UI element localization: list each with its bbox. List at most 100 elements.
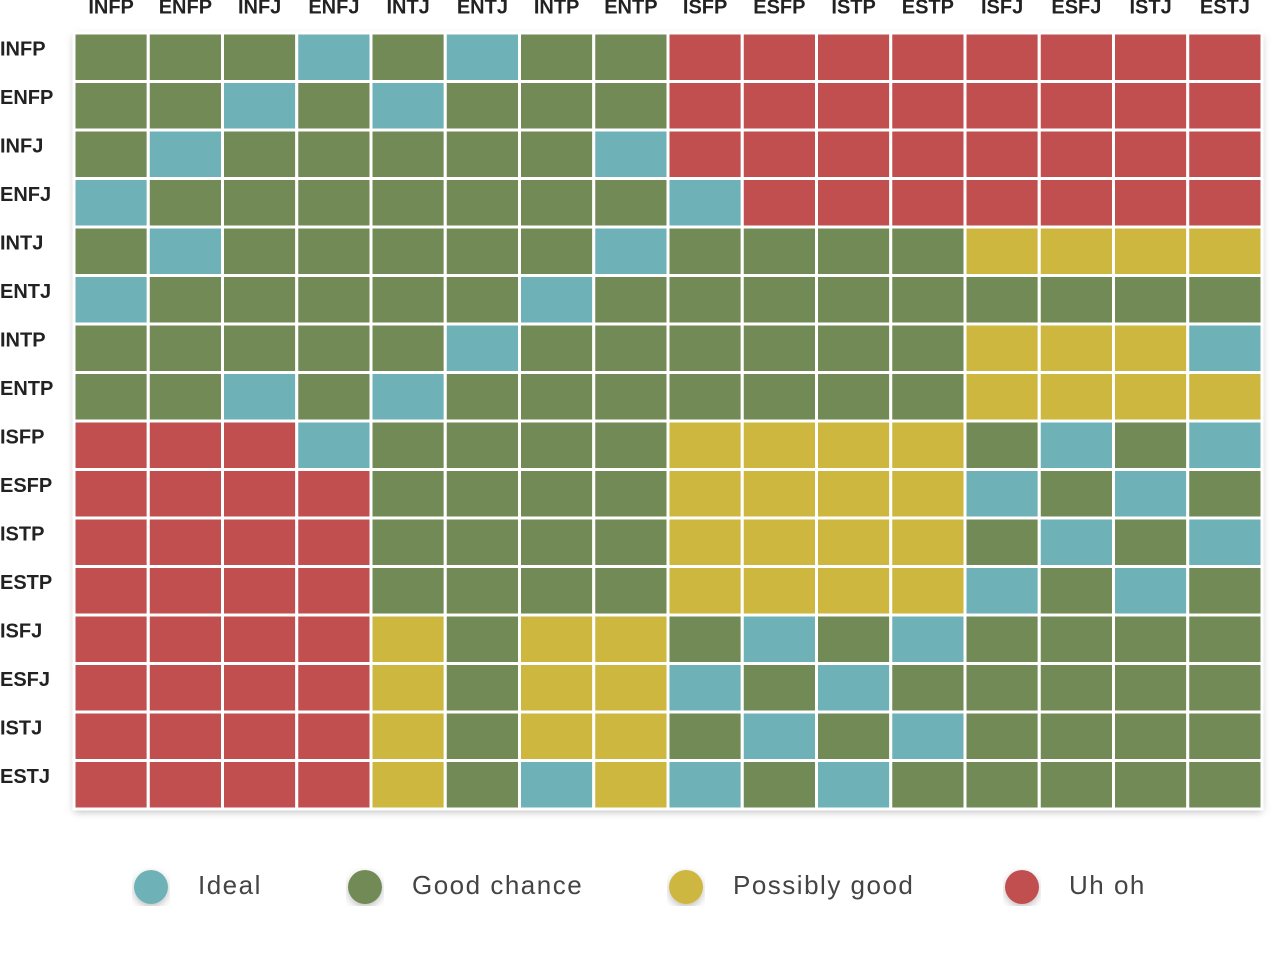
cell <box>1186 177 1264 229</box>
x-tick-label: ENFJ <box>308 0 359 18</box>
y-tick-label: ISFP <box>0 426 44 448</box>
cell <box>1037 419 1115 471</box>
cell <box>369 468 447 520</box>
cell <box>740 565 818 617</box>
cell <box>443 371 521 423</box>
cell <box>1112 613 1190 665</box>
cell <box>740 419 818 471</box>
cell <box>443 322 521 374</box>
cell <box>146 31 224 83</box>
cell <box>221 516 299 568</box>
cell <box>1112 31 1190 83</box>
cell <box>963 274 1041 326</box>
cell <box>1037 710 1115 762</box>
y-tick-label: ESTP <box>0 572 52 594</box>
y-tick-label: ENFJ <box>0 184 51 206</box>
cell <box>369 613 447 665</box>
cell <box>443 613 521 665</box>
cell <box>443 468 521 520</box>
cell <box>666 80 744 132</box>
cell <box>889 565 967 617</box>
legend-label: Uh oh <box>1069 870 1146 900</box>
cell <box>592 128 670 180</box>
cell <box>1186 710 1264 762</box>
cell <box>295 662 373 714</box>
cell <box>295 419 373 471</box>
cell <box>1037 662 1115 714</box>
cell <box>889 225 967 277</box>
legend-label: Possibly good <box>733 870 914 900</box>
cell <box>740 516 818 568</box>
cell <box>815 225 893 277</box>
cell <box>666 322 744 374</box>
cell <box>889 468 967 520</box>
cell <box>1037 516 1115 568</box>
cell <box>518 613 596 665</box>
cell <box>518 419 596 471</box>
x-tick-label: ISFJ <box>981 0 1023 18</box>
cell <box>815 759 893 811</box>
cell <box>146 225 224 277</box>
cell <box>1037 225 1115 277</box>
cell <box>740 371 818 423</box>
cell <box>1186 419 1264 471</box>
cell <box>592 759 670 811</box>
cell <box>72 80 150 132</box>
cell <box>592 613 670 665</box>
cell <box>72 565 150 617</box>
cell <box>666 468 744 520</box>
cell <box>221 371 299 423</box>
cell <box>146 419 224 471</box>
y-tick-label: ISTP <box>0 523 44 545</box>
cell <box>518 516 596 568</box>
cell <box>518 371 596 423</box>
cell <box>592 468 670 520</box>
cell <box>1037 468 1115 520</box>
cell <box>963 468 1041 520</box>
cell <box>963 225 1041 277</box>
cell <box>592 710 670 762</box>
cell <box>740 468 818 520</box>
cell <box>889 613 967 665</box>
cell <box>815 31 893 83</box>
cell <box>1037 613 1115 665</box>
cell <box>1112 759 1190 811</box>
y-tick-label: ENTJ <box>0 281 51 303</box>
cell <box>740 322 818 374</box>
cell <box>592 80 670 132</box>
cell <box>1037 128 1115 180</box>
cell <box>72 468 150 520</box>
cell <box>221 128 299 180</box>
cell <box>518 759 596 811</box>
x-tick-label: ESFJ <box>1051 0 1101 18</box>
cell <box>221 419 299 471</box>
y-tick-label: ENTP <box>0 378 53 400</box>
cell <box>889 516 967 568</box>
cell <box>72 662 150 714</box>
cell <box>1186 322 1264 374</box>
y-tick-label: INTP <box>0 329 46 351</box>
cell <box>1186 128 1264 180</box>
cell <box>443 128 521 180</box>
cell <box>518 322 596 374</box>
cell <box>443 419 521 471</box>
cell <box>295 710 373 762</box>
x-tick-label: ESTJ <box>1200 0 1250 18</box>
cell <box>369 759 447 811</box>
cell <box>295 274 373 326</box>
cell <box>443 516 521 568</box>
x-tick-label: INFP <box>88 0 134 18</box>
cell <box>221 225 299 277</box>
y-tick-label: INFP <box>0 38 46 60</box>
cell <box>221 274 299 326</box>
cell <box>740 225 818 277</box>
cell <box>592 31 670 83</box>
cell <box>889 419 967 471</box>
cell <box>1186 274 1264 326</box>
cell <box>666 177 744 229</box>
cell <box>815 274 893 326</box>
cell <box>72 128 150 180</box>
cell <box>963 419 1041 471</box>
